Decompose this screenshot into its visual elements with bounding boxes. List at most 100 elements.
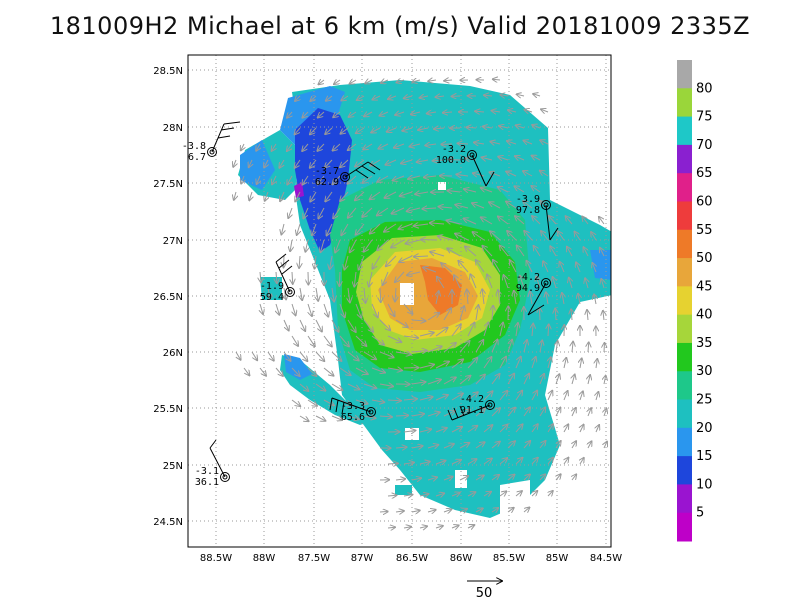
longitude-tick-label: 88W <box>253 553 276 564</box>
wind-arrow-icon <box>326 96 333 101</box>
wind-arrow-icon <box>539 474 545 481</box>
wind-arrow-icon <box>435 493 444 496</box>
wind-arrow-icon <box>355 335 366 346</box>
station-circle-icon <box>541 278 551 288</box>
wind-arrow-icon <box>363 383 376 388</box>
wind-arrow-icon <box>465 247 477 257</box>
wind-arrow-icon <box>507 340 512 353</box>
colorbar-label: 55 <box>696 223 713 238</box>
wind-arrow-icon <box>379 319 390 330</box>
colorbar-label: 60 <box>696 195 713 210</box>
wind-arrow-icon <box>604 442 607 449</box>
latitude-tick-label: 27.5N <box>153 179 183 190</box>
wind-arrow-icon <box>482 157 493 160</box>
wind-arrow-icon <box>403 463 414 465</box>
wind-arrow-icon <box>340 191 349 201</box>
wind-arrow-icon <box>491 408 500 417</box>
wind-arrow-icon <box>384 223 397 232</box>
data-gap <box>405 428 419 440</box>
wind-arrow-icon <box>491 475 499 481</box>
wind-arrow-icon <box>500 246 509 257</box>
longitude-tick-label: 87W <box>351 553 374 564</box>
wind-arrow-icon <box>430 252 445 257</box>
wind-arrow-icon <box>305 239 308 252</box>
wind-arrow-icon <box>411 414 424 416</box>
wind-arrow-icon <box>323 367 334 376</box>
wind-arrow-icon <box>349 111 357 117</box>
observation-wind: 62.9 <box>315 177 339 188</box>
wind-arrow-icon <box>458 261 469 273</box>
wind-arrow-icon <box>370 191 381 199</box>
wind-arrow-icon <box>533 94 541 96</box>
wind-arrow-icon <box>355 303 361 318</box>
wind-arrow-icon <box>279 159 284 168</box>
wind-arrow-icon <box>387 335 401 342</box>
wind-arrow-icon <box>482 246 493 257</box>
observation-temperature: -3.1 <box>195 466 219 477</box>
wind-arrow-icon <box>403 495 413 496</box>
wind-arrow-icon <box>302 111 309 118</box>
observation-wind: 36.1 <box>195 477 219 488</box>
wind-arrow-icon <box>249 191 252 200</box>
wind-arrow-icon <box>393 175 405 181</box>
wind-arrow-icon <box>288 207 292 218</box>
wind-arrow-icon <box>364 239 373 252</box>
colorbar-swatch <box>677 60 692 89</box>
wind-arrow-icon <box>251 351 257 360</box>
observation-wind: 100.0 <box>436 155 466 166</box>
wind-arrow-icon <box>539 441 546 449</box>
wind-arrow-icon <box>427 112 437 114</box>
wind-arrow-icon <box>339 335 349 346</box>
wind-arrow-icon <box>295 191 301 201</box>
wind-arrow-icon <box>339 271 340 286</box>
wind-arrow-icon <box>578 294 580 305</box>
wind-arrow-icon <box>451 525 459 528</box>
wind-arrow-icon <box>323 335 332 346</box>
wind-arrow-icon <box>403 431 415 433</box>
wind-arrow-icon <box>387 495 397 496</box>
wind-arrow-icon <box>243 367 249 375</box>
wind-arrow-icon <box>482 289 484 305</box>
wind-arrow-icon <box>419 429 431 432</box>
wind-arrow-icon <box>427 380 441 385</box>
wind-arrow-icon <box>543 261 549 273</box>
wind-arrow-icon <box>459 443 469 449</box>
wind-arrow-icon <box>325 127 333 134</box>
wind-arrow-icon <box>443 377 456 385</box>
wind-arrow-icon <box>467 459 477 465</box>
wind-arrow-icon <box>498 187 509 193</box>
wind-arrow-icon <box>392 207 405 214</box>
wind-arrow-icon <box>287 111 292 118</box>
wind-arrow-icon <box>483 127 493 129</box>
wind-arrow-icon <box>315 415 325 421</box>
station-circle-icon <box>285 287 295 297</box>
wind-barb-icon <box>211 121 241 153</box>
wind-arrow-icon <box>550 246 557 257</box>
wind-arrow-icon <box>340 159 349 167</box>
wind-arrow-icon <box>572 342 573 353</box>
wind-arrow-icon <box>491 374 500 385</box>
wind-arrow-icon <box>418 128 429 130</box>
wind-arrow-icon <box>363 351 376 359</box>
observation-wind: 65.6 <box>341 412 365 423</box>
wind-arrow-icon <box>411 320 425 321</box>
wind-arrow-icon <box>299 255 300 268</box>
station-circle-icon <box>366 407 376 417</box>
wind-arrow-icon <box>310 96 317 101</box>
wind-arrow-icon <box>490 142 501 144</box>
wind-arrow-icon <box>302 143 309 151</box>
wind-arrow-icon <box>564 458 568 465</box>
wind-arrow-icon <box>379 512 388 513</box>
observation-station: -3.762.9 <box>315 161 381 188</box>
colorbar-label: 70 <box>696 138 713 153</box>
observation-station: -3.365.6 <box>329 397 376 423</box>
wind-arrow-icon <box>297 223 300 235</box>
wind-arrow-icon <box>600 248 604 257</box>
wind-arrow-icon <box>417 160 429 162</box>
wind-arrow-icon <box>378 143 389 149</box>
wind-arrow-icon <box>558 231 565 241</box>
wind-arrow-icon <box>407 208 421 211</box>
wind-arrow-icon <box>507 374 514 385</box>
wind-arrow-icon <box>594 295 596 305</box>
wind-arrow-icon <box>330 255 332 269</box>
